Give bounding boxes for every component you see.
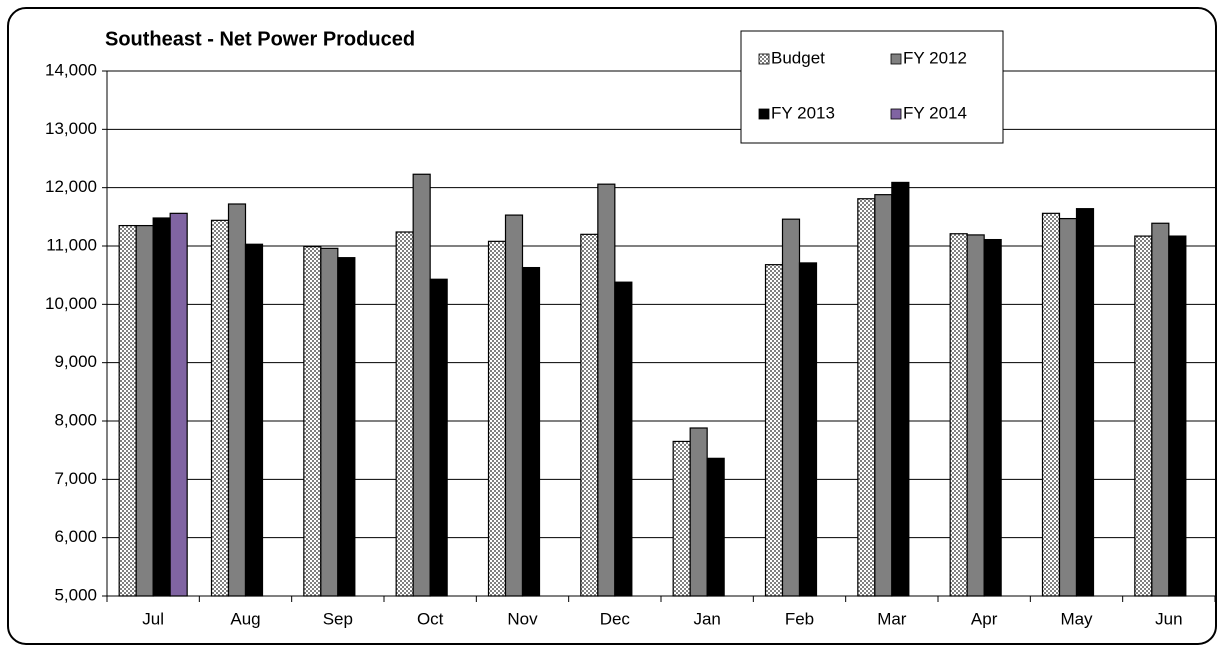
bar xyxy=(303,245,322,597)
x-tick-label: Feb xyxy=(785,609,814,628)
bar xyxy=(487,240,507,597)
bar xyxy=(966,234,985,597)
y-tick-label: 11,000 xyxy=(46,235,97,254)
x-tick-label: May xyxy=(1060,609,1093,628)
legend-box xyxy=(740,30,1004,144)
bar xyxy=(689,427,708,597)
bar xyxy=(764,264,784,597)
x-tick-label: Jul xyxy=(142,609,164,628)
bar xyxy=(135,224,154,597)
bar xyxy=(949,233,968,597)
legend-swatch xyxy=(758,53,770,65)
bar xyxy=(1134,235,1153,597)
y-tick-label: 7,000 xyxy=(54,469,97,488)
bar xyxy=(395,231,414,597)
bar xyxy=(891,181,910,597)
bar xyxy=(672,440,691,597)
x-tick-label: Mar xyxy=(877,609,907,628)
bar xyxy=(781,218,801,597)
bar xyxy=(1058,217,1078,597)
x-tick-label: Apr xyxy=(971,609,998,628)
legend-label: FY 2013 xyxy=(771,103,835,122)
x-tick-label: Jun xyxy=(1155,609,1182,628)
bar xyxy=(706,457,725,597)
y-tick-label: 8,000 xyxy=(54,410,97,429)
bar xyxy=(244,243,264,597)
bar xyxy=(169,212,188,597)
bar xyxy=(337,257,356,597)
bar xyxy=(412,173,431,597)
bar xyxy=(320,247,339,597)
bar xyxy=(983,238,1002,597)
bar xyxy=(1168,235,1187,597)
y-tick-label: 12,000 xyxy=(45,177,97,196)
bar xyxy=(798,262,818,597)
bar xyxy=(504,214,524,597)
bar xyxy=(1075,208,1095,597)
x-tick-label: Oct xyxy=(417,609,444,628)
bar xyxy=(152,217,171,597)
bar xyxy=(614,281,633,597)
y-tick-label: 14,000 xyxy=(45,60,97,79)
x-tick-label: Jan xyxy=(693,609,720,628)
bar xyxy=(227,203,247,597)
y-tick-label: 5,000 xyxy=(54,585,97,604)
x-tick-label: Aug xyxy=(230,609,260,628)
x-tick-label: Sep xyxy=(323,609,353,628)
y-tick-label: 13,000 xyxy=(45,119,97,138)
bar xyxy=(1041,212,1061,597)
x-tick-label: Dec xyxy=(600,609,631,628)
y-tick-label: 9,000 xyxy=(54,352,97,371)
bar xyxy=(597,183,616,597)
y-tick-label: 6,000 xyxy=(54,527,97,546)
legend-label: FY 2012 xyxy=(903,48,967,67)
x-tick-label: Nov xyxy=(507,609,538,628)
legend-label: Budget xyxy=(771,48,825,67)
bar xyxy=(118,224,137,597)
legend-swatch xyxy=(758,108,770,120)
bar xyxy=(1151,222,1170,597)
y-tick-label: 10,000 xyxy=(45,294,97,313)
bar xyxy=(857,198,876,597)
bar xyxy=(210,219,230,597)
bar xyxy=(580,233,599,597)
chart-title: Southeast - Net Power Produced xyxy=(105,28,415,50)
bar xyxy=(521,266,541,597)
legend-swatch xyxy=(890,108,902,120)
bar xyxy=(874,194,893,597)
legend-label: FY 2014 xyxy=(903,103,967,122)
bar xyxy=(429,278,448,597)
legend-swatch xyxy=(890,53,902,65)
